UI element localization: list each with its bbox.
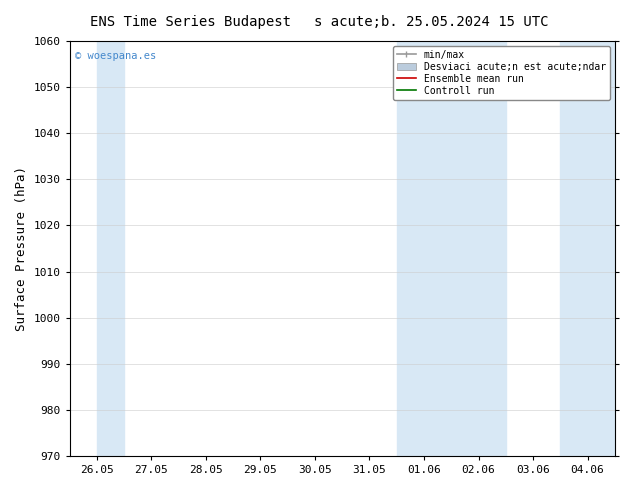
Bar bbox=[397, 41, 506, 456]
Legend: min/max, Desviaci acute;n est acute;ndar, Ensemble mean run, Controll run: min/max, Desviaci acute;n est acute;ndar… bbox=[393, 46, 610, 99]
Y-axis label: Surface Pressure (hPa): Surface Pressure (hPa) bbox=[15, 166, 28, 331]
Text: ENS Time Series Budapest: ENS Time Series Budapest bbox=[89, 15, 291, 29]
Bar bbox=[560, 41, 615, 456]
Text: s acute;b. 25.05.2024 15 UTC: s acute;b. 25.05.2024 15 UTC bbox=[314, 15, 548, 29]
Bar bbox=[97, 41, 124, 456]
Text: © woespana.es: © woespana.es bbox=[75, 51, 157, 61]
